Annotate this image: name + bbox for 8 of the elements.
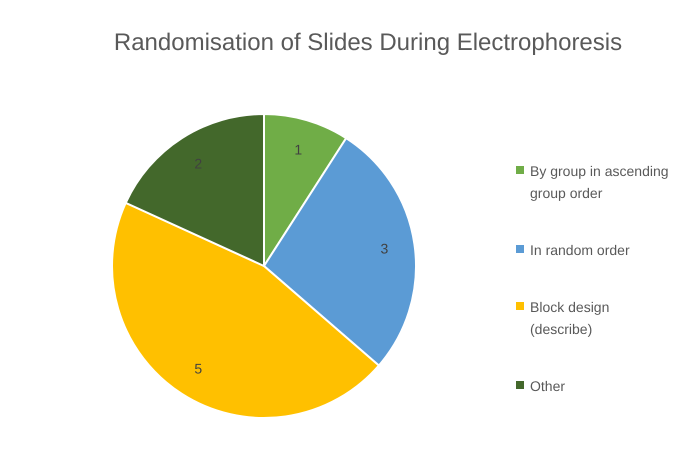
legend-label: Other [530,378,566,394]
chart-title: Randomisation of Slides During Electrophoresis [114,29,622,56]
legend-label: In random order [530,242,630,258]
data-label: 5 [194,360,202,376]
data-label: 3 [380,240,388,257]
legend-label: Block design (describe) [530,299,610,337]
legend-label: By group in ascending group order [530,163,669,201]
data-label: 1 [294,141,302,158]
